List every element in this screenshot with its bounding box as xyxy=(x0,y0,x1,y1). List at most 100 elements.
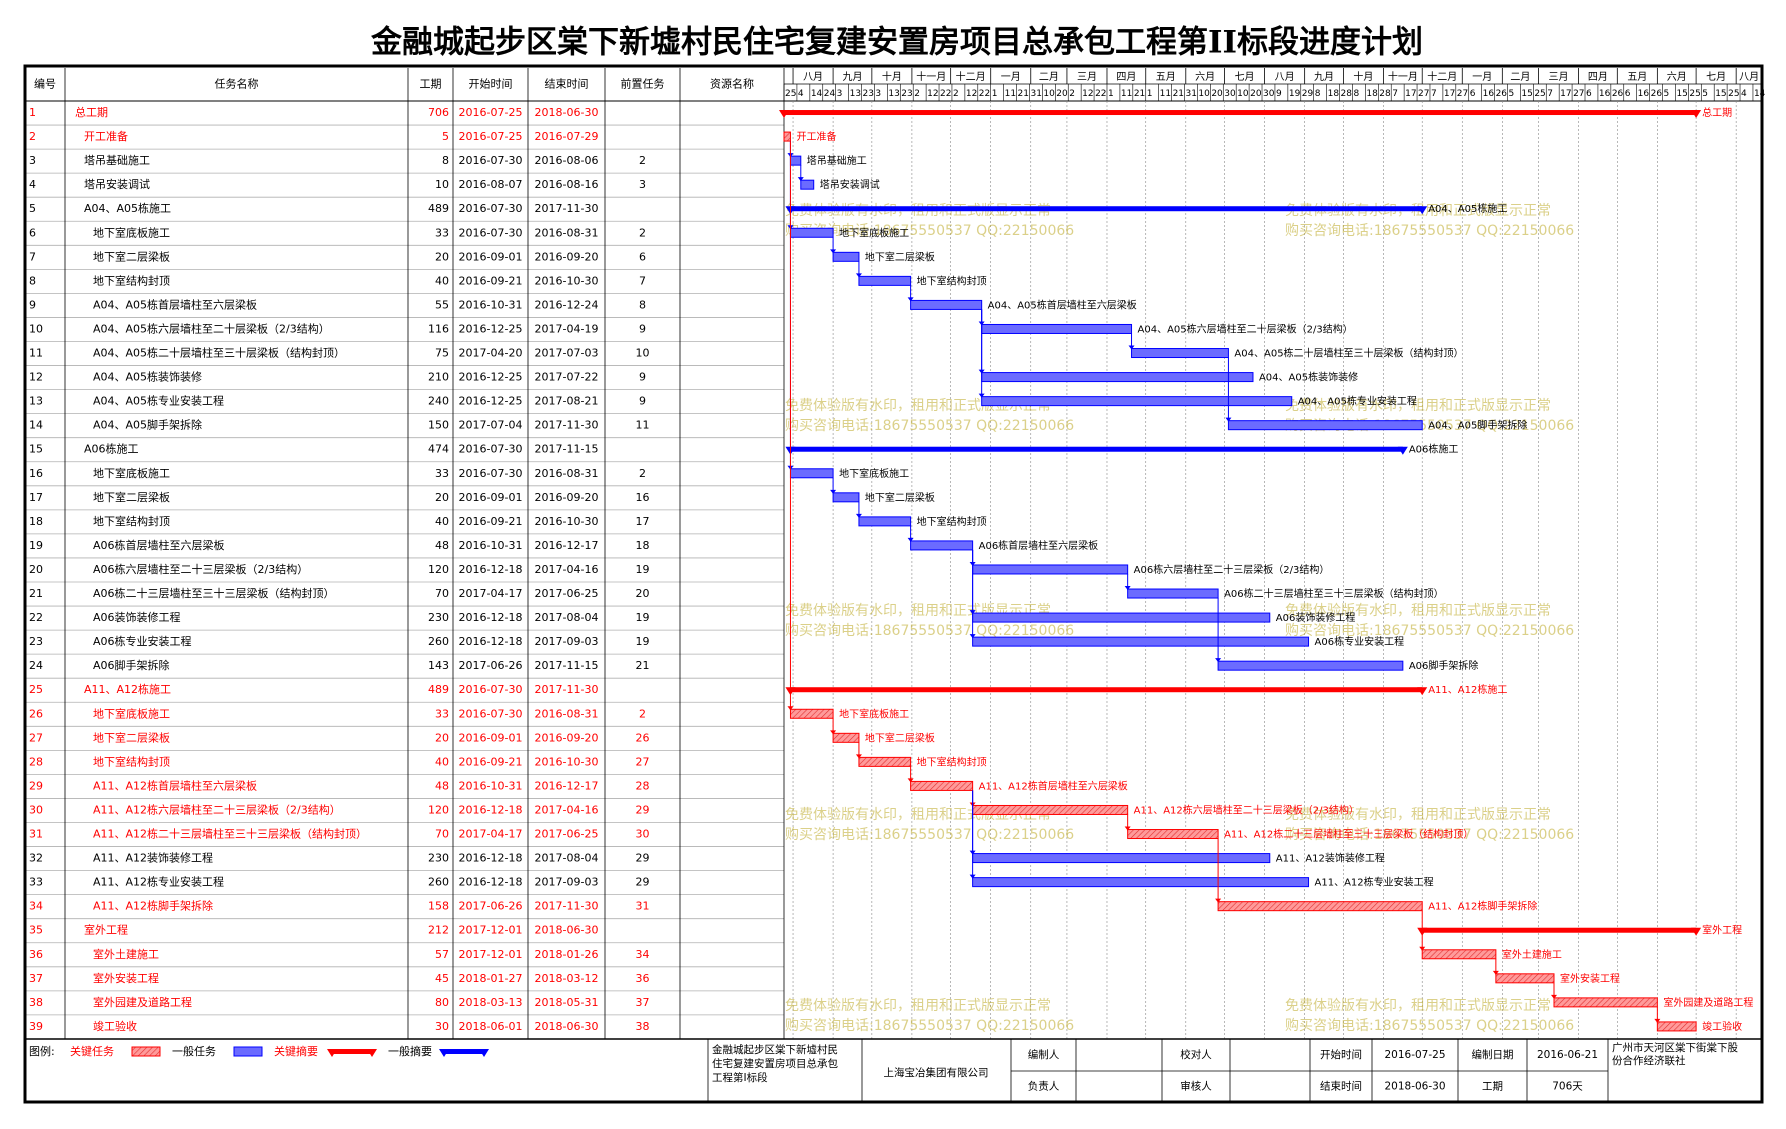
dependency-arrow xyxy=(1654,1018,1661,1023)
task-duration: 75 xyxy=(435,347,449,360)
task-end: 2018-05-31 xyxy=(535,996,599,1009)
task-bar xyxy=(972,636,1310,647)
day-label: 12 xyxy=(966,89,977,99)
task-bar xyxy=(832,492,860,503)
bar-label: 室外工程 xyxy=(1702,924,1742,937)
task-start: 2017-04-17 xyxy=(459,587,523,600)
task-predecessor: 29 xyxy=(636,803,650,816)
day-label: 14 xyxy=(811,89,823,99)
day-label: 22 xyxy=(940,89,951,99)
task-end: 2017-11-30 xyxy=(535,419,599,432)
task-id: 31 xyxy=(29,828,43,841)
dependency-arrow xyxy=(1215,658,1222,663)
task-end: 2017-08-21 xyxy=(535,395,599,408)
task-start: 2016-07-30 xyxy=(459,154,523,167)
task-duration: 212 xyxy=(428,924,449,937)
task-start: 2016-12-18 xyxy=(459,563,523,576)
watermark: 购买咨询电话:18675550537 QQ:22150066 xyxy=(785,1018,1074,1034)
footer-field: 结束时间 xyxy=(1320,1080,1362,1093)
task-name: A11、A12栋六层墙柱至二十三层梁板（2/3结构） xyxy=(93,802,341,816)
bar-label: A04、A05栋首层墙柱至六层梁板 xyxy=(988,298,1137,311)
task-predecessor: 19 xyxy=(636,635,650,648)
task-duration: 489 xyxy=(428,202,449,215)
task-end: 2017-11-15 xyxy=(535,443,599,456)
task-name: A06装饰装修工程 xyxy=(93,610,181,624)
task-duration: 260 xyxy=(428,876,449,889)
day-label: 10 xyxy=(1043,89,1055,99)
dependency-arrow xyxy=(1225,417,1232,422)
task-predecessor: 27 xyxy=(636,755,650,768)
day-label: 17 xyxy=(1405,89,1416,99)
day-label: 25 xyxy=(1534,89,1545,99)
legend-label: 关键任务 xyxy=(70,1044,114,1058)
task-id: 17 xyxy=(29,491,43,504)
day-label: 4 xyxy=(1741,89,1747,99)
task-end: 2018-06-30 xyxy=(535,1020,599,1033)
task-predecessor: 19 xyxy=(636,611,650,624)
task-duration: 20 xyxy=(435,491,449,504)
task-name: 地下室二层梁板 xyxy=(93,730,170,744)
bar-label: 总工期 xyxy=(1702,106,1732,119)
task-start: 2016-07-30 xyxy=(459,683,523,696)
day-label: 25 xyxy=(785,89,796,99)
task-start: 2016-09-21 xyxy=(459,755,523,768)
task-id: 8 xyxy=(29,274,36,287)
task-duration: 30 xyxy=(435,1020,449,1033)
bar-label: A04、A05栋专业安装工程 xyxy=(1298,395,1417,408)
footer-field: 校对人 xyxy=(1180,1048,1212,1061)
bar-label: A11、A12装饰装修工程 xyxy=(1276,852,1385,865)
task-start: 2017-12-01 xyxy=(459,948,523,961)
task-start: 2016-07-30 xyxy=(459,707,523,720)
footer-field: 2016-07-25 xyxy=(1384,1049,1445,1061)
day-label: 19 xyxy=(1289,89,1301,99)
task-duration: 116 xyxy=(428,322,449,335)
bar-label: A06栋六层墙柱至二十三层梁板（2/3结构） xyxy=(1134,563,1330,576)
task-bar xyxy=(972,853,1271,864)
task-name: A11、A12栋专业安装工程 xyxy=(93,875,224,889)
task-duration: 5 xyxy=(442,130,449,143)
day-label: 23 xyxy=(863,89,874,99)
dependency-arrow xyxy=(1124,586,1131,591)
task-bar xyxy=(910,299,983,310)
task-predecessor: 9 xyxy=(639,322,646,335)
watermark: 购买咨询电话:18675550537 QQ:22150066 xyxy=(785,418,1074,434)
dependency-arrow xyxy=(969,874,976,879)
task-start: 2016-10-31 xyxy=(459,298,523,311)
day-label: 30 xyxy=(1224,89,1236,99)
day-label: 18 xyxy=(1328,89,1340,99)
day-label: 6 xyxy=(1586,89,1592,99)
day-label: 14 xyxy=(1754,89,1766,99)
day-label: 15 xyxy=(1521,89,1532,99)
task-duration: 55 xyxy=(435,298,449,311)
task-end: 2017-08-04 xyxy=(535,611,599,624)
day-label: 2 xyxy=(914,89,920,99)
footer-field: 工期 xyxy=(1482,1081,1503,1093)
day-label: 9 xyxy=(1276,89,1282,99)
task-start: 2016-07-30 xyxy=(459,467,523,480)
day-label: 28 xyxy=(1379,89,1391,99)
bar-label: A11、A12栋施工 xyxy=(1428,683,1507,696)
task-id: 3 xyxy=(29,154,36,167)
footer-field: 编制人 xyxy=(1028,1048,1060,1061)
task-end: 2016-08-16 xyxy=(535,178,599,191)
task-name: 室外工程 xyxy=(84,923,128,937)
column-header: 结束时间 xyxy=(545,78,589,91)
task-start: 2017-06-26 xyxy=(459,659,523,672)
month-label: 一月 xyxy=(1001,71,1021,83)
month-label: 五月 xyxy=(1627,71,1647,83)
task-start: 2016-12-18 xyxy=(459,635,523,648)
watermark: 购买咨询电话:18675550537 QQ:22150066 xyxy=(1285,223,1574,239)
task-end: 2017-04-16 xyxy=(535,803,599,816)
task-name: A11、A12装饰装修工程 xyxy=(93,851,213,865)
task-end: 2017-07-03 xyxy=(535,347,599,360)
dependency-arrow xyxy=(907,778,914,783)
task-name: A06栋施工 xyxy=(84,442,139,456)
bar-label: A11、A12栋专业安装工程 xyxy=(1315,876,1434,889)
task-start: 2016-12-25 xyxy=(459,371,523,384)
task-bar xyxy=(1217,660,1404,671)
task-name: 总工期 xyxy=(75,105,108,119)
task-predecessor: 16 xyxy=(636,491,650,504)
task-name: A04、A05栋施工 xyxy=(84,201,171,215)
task-id: 21 xyxy=(29,587,43,600)
month-label: 六月 xyxy=(1195,71,1215,83)
